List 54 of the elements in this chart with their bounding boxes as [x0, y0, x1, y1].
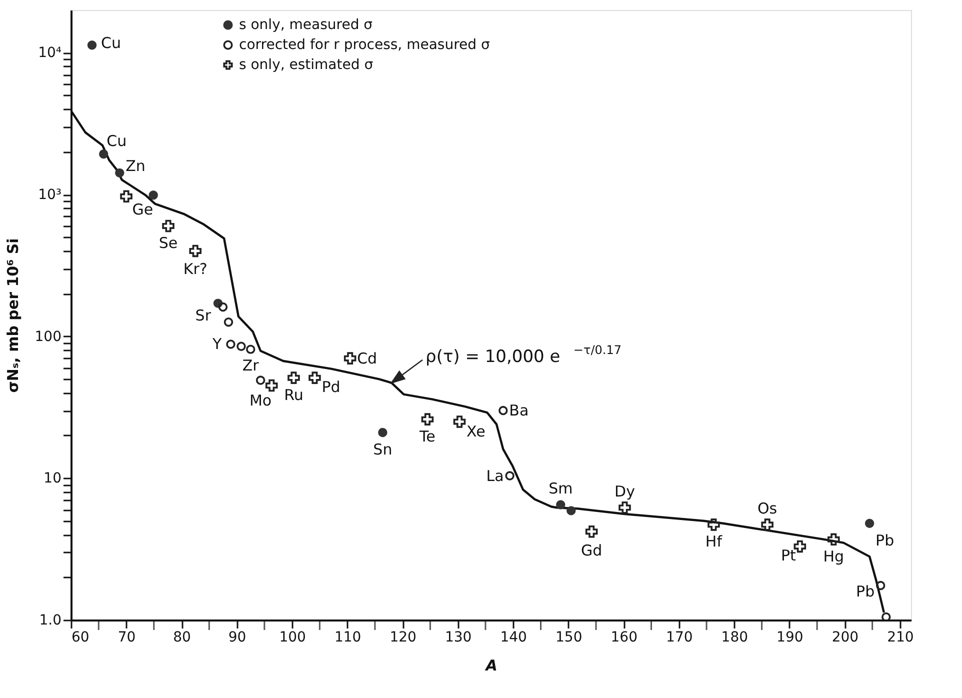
data-label: Kr? — [183, 260, 208, 278]
data-label: Gd — [581, 542, 602, 560]
data-label: Cu — [101, 34, 121, 52]
y-tick-label: 1.0 — [39, 612, 62, 628]
data-label: Sm — [548, 480, 573, 498]
x-tick-label: 70 — [118, 630, 136, 646]
legend-label: corrected for r process, measured σ — [239, 37, 490, 53]
data-label: Hg — [823, 547, 844, 566]
data-label: Sr — [195, 306, 212, 324]
data-label: Mo — [249, 391, 272, 410]
x-tick-label: 150 — [556, 630, 582, 646]
x-tick-label: 80 — [173, 630, 191, 646]
data-label: Pd — [322, 378, 340, 396]
annotation: ρ(τ) = 10,000 e−τ/0.17 — [426, 342, 622, 367]
data-label: Pt — [780, 546, 796, 564]
data-label: Zr — [242, 356, 260, 374]
data-label: Te — [418, 427, 436, 446]
x-tick-label: 160 — [610, 630, 638, 646]
x-tick-label: 210 — [887, 630, 914, 646]
data-label: Sn — [373, 440, 392, 458]
x-tick-label: 180 — [721, 630, 748, 646]
x-tick-label: 110 — [334, 630, 362, 646]
y-axis-title: σNₛ, mb per 10⁶ Si — [4, 238, 22, 393]
data-label: Ge — [132, 200, 154, 218]
data-label: Xe — [466, 422, 486, 441]
data-label: Hf — [705, 532, 723, 551]
x-tick-label: 60 — [72, 630, 90, 646]
x-axis-title: A — [484, 656, 498, 674]
data-label: Ru — [284, 386, 304, 404]
data-label: Ba — [509, 402, 529, 420]
data-label: Cu — [106, 132, 127, 150]
data-label: Y — [212, 335, 223, 354]
legend-label: s only, estimated σ — [239, 57, 374, 73]
data-label: Zn — [126, 156, 146, 175]
x-tick-label: 140 — [500, 630, 527, 646]
y-tick-label: 10 — [44, 470, 62, 487]
x-tick-label: 90 — [228, 630, 246, 646]
legend-label: s only, measured σ — [239, 17, 373, 33]
y-tick-label: 100 — [34, 328, 62, 345]
data-label: Os — [758, 500, 778, 518]
data-label: Se — [158, 234, 178, 252]
data-label: Pb — [876, 531, 894, 550]
x-tick-label: 100 — [279, 630, 306, 646]
data-label: Dy — [614, 482, 636, 501]
y-tick-label: 10³ — [38, 187, 62, 204]
x-tick-label: 190 — [776, 630, 804, 646]
data-label: La — [486, 466, 504, 485]
data-label: Cd — [357, 349, 378, 368]
x-tick-label: 170 — [666, 630, 693, 646]
y-tick-label: 10⁴ — [38, 45, 62, 62]
x-tick-label: 130 — [444, 630, 472, 646]
x-tick-label: 200 — [832, 630, 859, 646]
data-label: Pb — [856, 582, 875, 601]
x-tick-label: 120 — [390, 630, 416, 646]
